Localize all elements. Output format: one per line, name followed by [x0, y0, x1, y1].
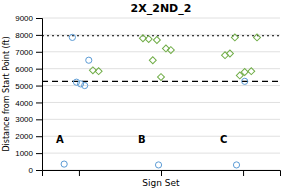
point [86, 57, 92, 63]
tick-label: 6000 [15, 65, 33, 74]
tick: 5000 [15, 82, 42, 91]
point [153, 36, 160, 43]
tick-mark [36, 153, 42, 154]
marks [42, 34, 280, 168]
tick-mark [36, 136, 42, 137]
point [248, 68, 255, 75]
tick [161, 170, 162, 176]
tick: 4000 [15, 99, 42, 108]
tick: 0 [29, 166, 42, 175]
plot-area: 0 1000 2000 3000 4000 5000 6000 7000 8000 9000 A B C [15, 14, 280, 176]
point [158, 74, 165, 81]
tick-mark [36, 170, 42, 171]
grid-line [42, 34, 280, 35]
point [145, 36, 152, 43]
tick-mark [36, 18, 42, 19]
grid-line [42, 153, 280, 154]
tick-label: 9000 [15, 14, 33, 23]
tick-mark [36, 52, 42, 53]
grid-line [42, 136, 280, 137]
annotation: A [56, 134, 64, 145]
annotation: C [220, 134, 227, 145]
y-axis: 0 1000 2000 3000 4000 5000 6000 7000 8000 9000 [15, 14, 42, 175]
y-axis-title: Distance from Start Point (ft) [2, 36, 11, 151]
point [167, 47, 174, 54]
tick-mark [161, 170, 162, 176]
chart: 0 1000 2000 3000 4000 5000 6000 7000 8000 9000 A B C… [0, 0, 288, 192]
grid-line [42, 119, 280, 120]
point [233, 162, 239, 168]
x-axis-title: Sign Set [142, 178, 180, 188]
tick-mark [36, 86, 42, 87]
point [77, 81, 83, 87]
reference-line [42, 35, 280, 36]
point [61, 161, 67, 167]
tick: 2000 [15, 132, 42, 141]
title: 2X_2ND_2 [131, 2, 192, 15]
axis-line [36, 19, 43, 171]
annotation: B [138, 134, 146, 145]
series [89, 34, 260, 81]
tick [79, 170, 80, 176]
tick-label: 7000 [15, 48, 33, 57]
tick-mark [36, 119, 42, 120]
grid-line [42, 102, 280, 103]
tick-mark [36, 102, 42, 103]
tick: 1000 [15, 149, 42, 158]
tick: 6000 [15, 65, 42, 74]
grid-line [42, 51, 280, 52]
x-axis [43, 170, 281, 176]
point [226, 50, 233, 57]
point [241, 69, 248, 76]
tick-mark [79, 170, 80, 176]
point [73, 79, 79, 85]
tick-mark [36, 69, 42, 70]
point [69, 34, 75, 40]
point [155, 162, 161, 168]
tick-mark [36, 35, 42, 36]
tick-label: 0 [29, 166, 34, 175]
grid [42, 18, 280, 170]
point [95, 68, 102, 75]
tick-label: 4000 [15, 99, 33, 108]
tick-label: 2000 [15, 132, 33, 141]
point [242, 78, 248, 84]
tick: 9000 [15, 14, 42, 23]
point [82, 82, 88, 88]
point [149, 57, 156, 64]
series [61, 34, 248, 168]
tick-label: 8000 [15, 31, 33, 40]
point [254, 34, 261, 41]
tick-label: 3000 [15, 115, 33, 124]
tick: 7000 [15, 48, 42, 57]
axis-line [43, 171, 281, 177]
point [231, 34, 238, 41]
tick-label: 5000 [15, 82, 33, 91]
tick-mark [243, 170, 244, 176]
tick: 8000 [15, 31, 42, 40]
grid-line [42, 18, 280, 19]
tick-label: 1000 [15, 149, 33, 158]
tick: 3000 [15, 115, 42, 124]
tick [243, 170, 244, 176]
